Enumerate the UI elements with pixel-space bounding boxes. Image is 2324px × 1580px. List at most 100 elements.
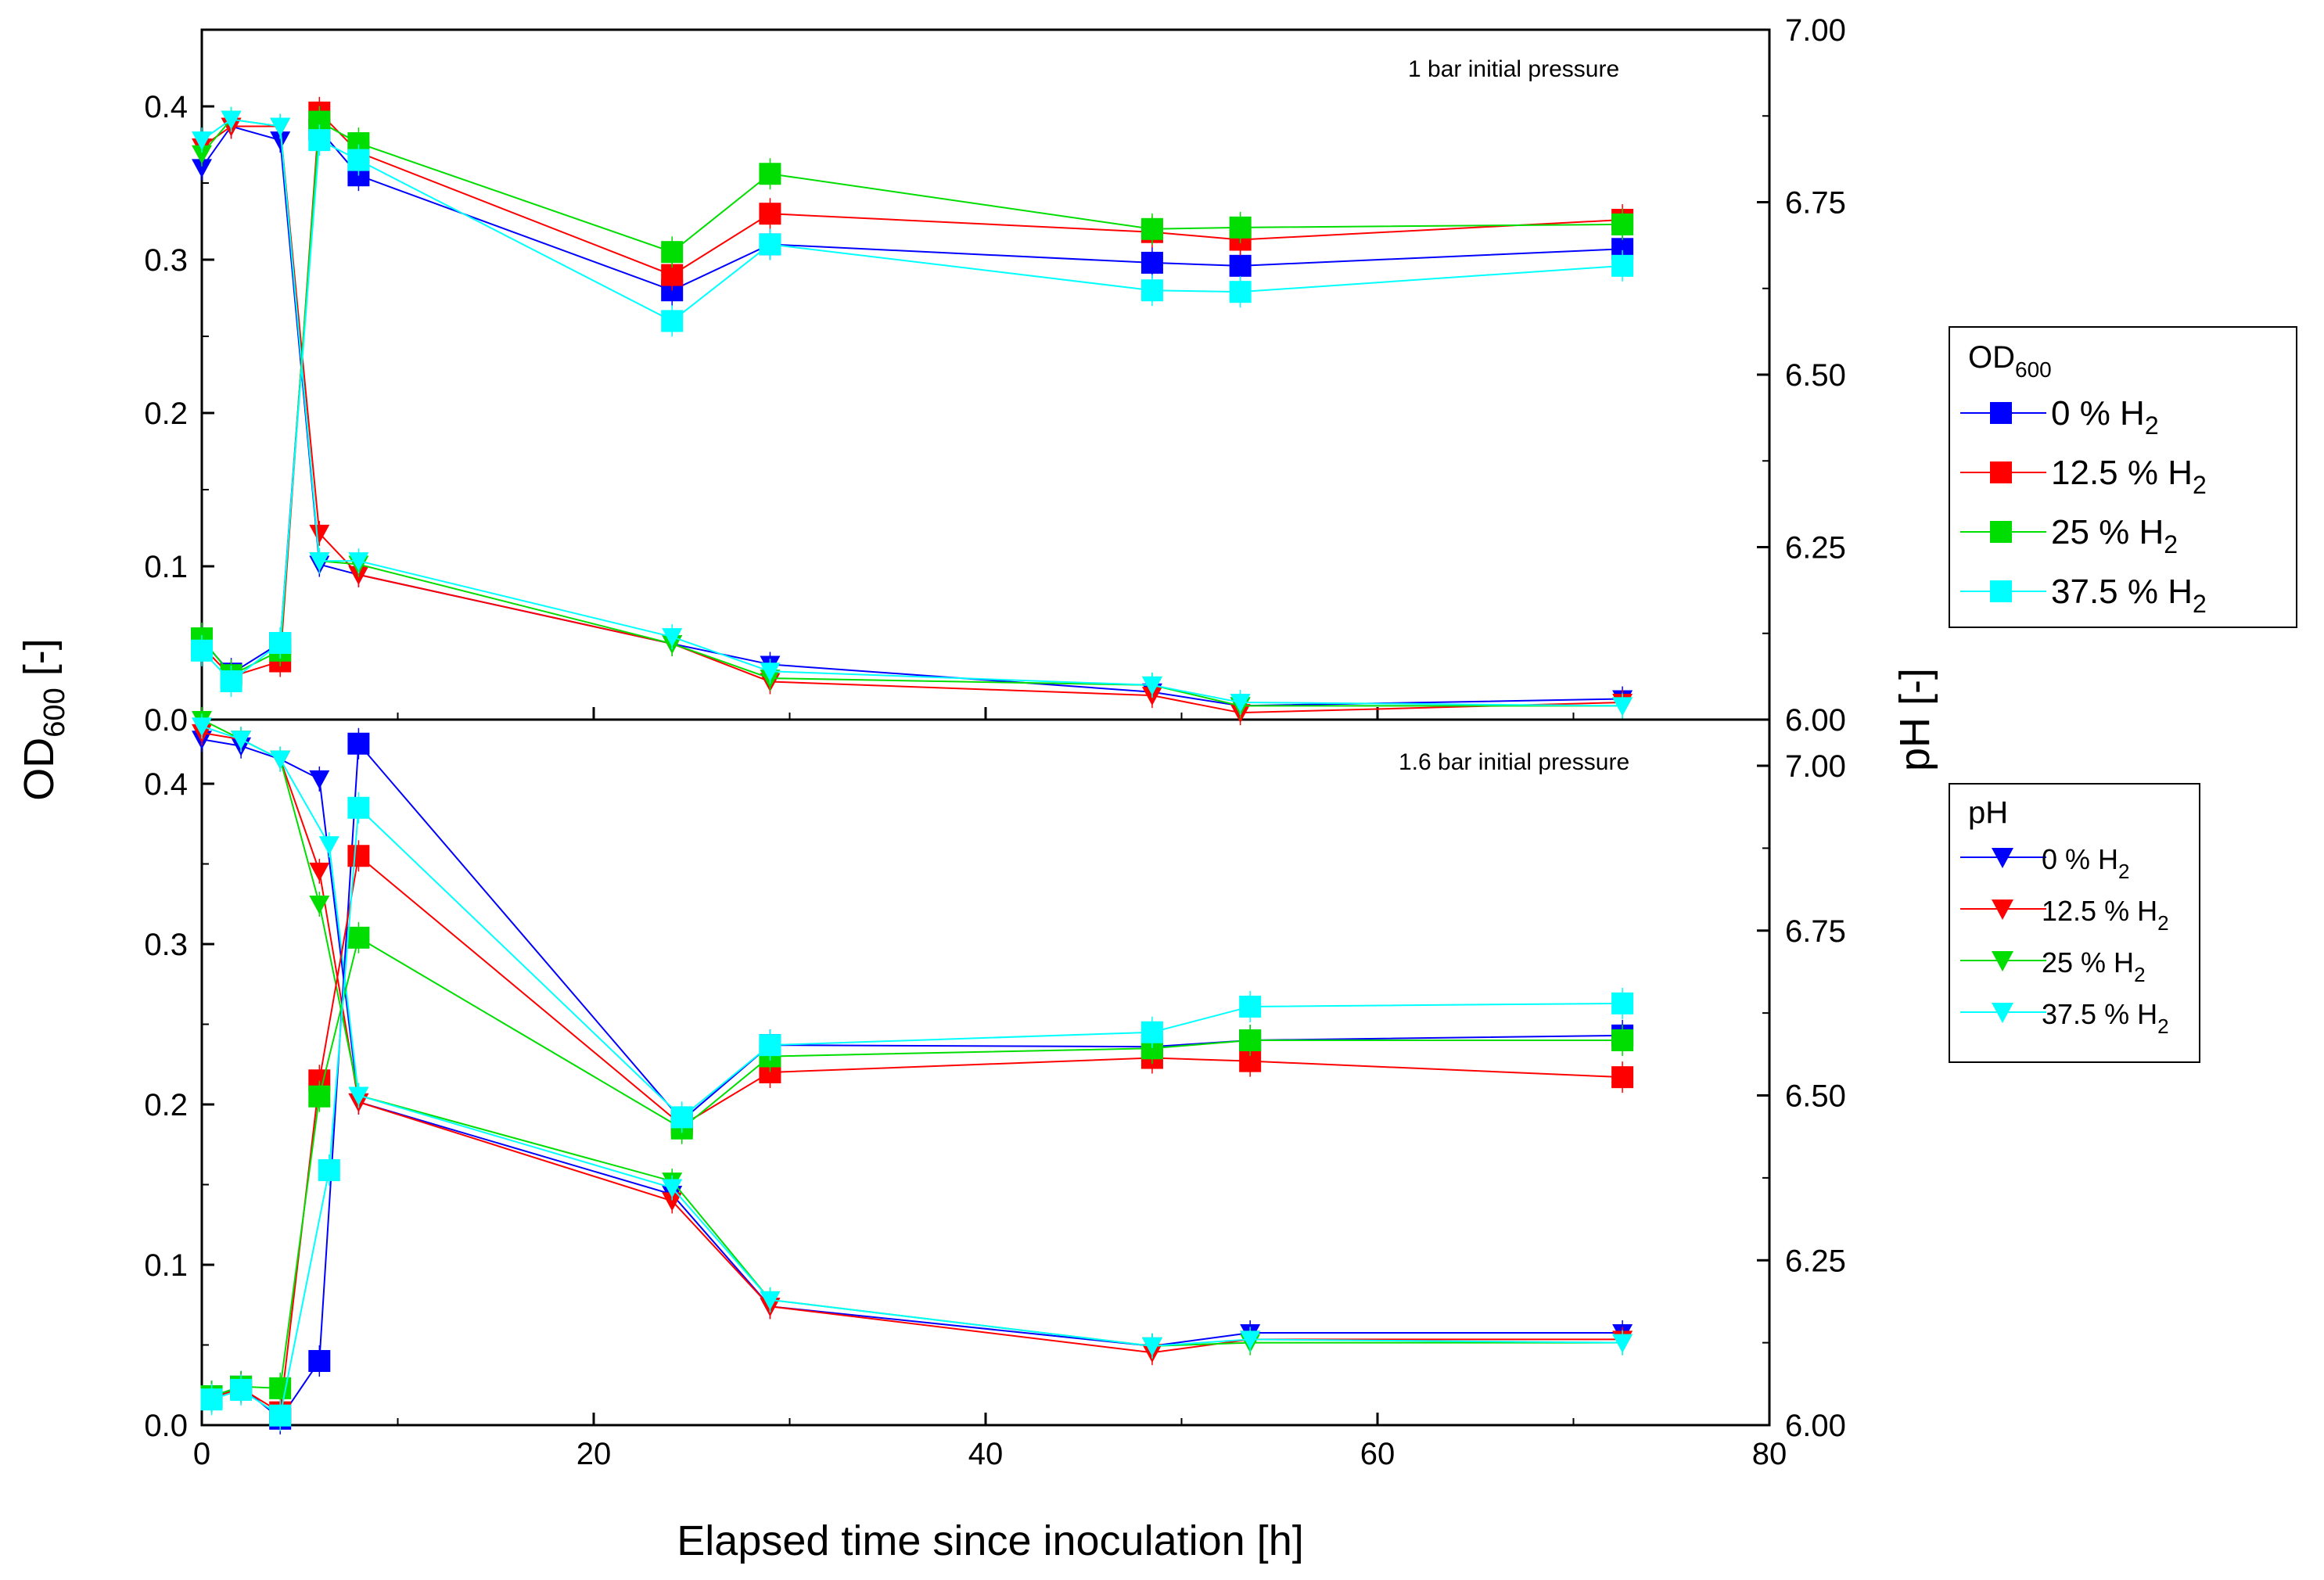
od-data-point xyxy=(308,1350,331,1372)
y-tick-label: 0.4 xyxy=(144,767,188,802)
ph-data-point xyxy=(309,862,330,882)
od-legend-title: OD600 xyxy=(1968,340,2052,382)
od-data-point xyxy=(308,129,331,152)
ph-data-point xyxy=(192,131,212,151)
od-data-point xyxy=(1611,992,1634,1014)
od-data-point xyxy=(347,732,370,755)
legend-triangle-marker xyxy=(1992,951,2013,971)
od-data-point xyxy=(269,1404,292,1427)
od-data-point xyxy=(1229,254,1252,277)
legend-label-sub: 2 xyxy=(2164,530,2178,558)
legend-label-text: 0 % H xyxy=(2051,394,2145,433)
ph-series-line xyxy=(201,118,1623,707)
ph-data-point xyxy=(662,628,683,648)
y2-tick-label: 7.00 xyxy=(1785,749,1846,784)
y2-tick-label: 7.00 xyxy=(1785,13,1846,48)
y2-tick-label: 6.00 xyxy=(1785,1409,1846,1443)
y-tick-label: 0.4 xyxy=(144,90,188,124)
od-legend-title-main: OD xyxy=(1968,340,2015,375)
ph-data-point xyxy=(192,159,212,178)
ph-data-point xyxy=(1141,676,1162,695)
legend-square-marker xyxy=(1990,461,2012,483)
y-tick-label: 0.2 xyxy=(144,397,188,431)
legend-label: 25 % H2 xyxy=(2042,946,2146,986)
ph-data-point xyxy=(662,1192,683,1212)
legend-label-text: 0 % H xyxy=(2042,843,2118,875)
ph-data-point xyxy=(309,524,330,544)
od-data-point xyxy=(220,670,242,692)
ph-data-point xyxy=(192,717,212,737)
ph-data-point xyxy=(270,117,291,137)
od-data-point xyxy=(661,241,684,264)
legend-label: 12.5 % H2 xyxy=(2042,895,2169,935)
legend-square-marker xyxy=(1990,521,2012,543)
legend-triangle-marker xyxy=(1992,1003,2013,1023)
ph-series-line xyxy=(201,118,1623,707)
ph-data-point xyxy=(662,1179,683,1198)
od-data-point xyxy=(1140,251,1163,274)
top-panel-title: 1 bar initial pressure xyxy=(1408,56,1619,82)
od-data-point xyxy=(347,926,370,949)
ph-data-point xyxy=(1240,1330,1261,1350)
od-data-point xyxy=(759,233,781,256)
od-series-line xyxy=(201,127,1623,675)
ph-data-point xyxy=(348,552,369,572)
od-data-point xyxy=(347,845,370,867)
od-data-point xyxy=(1140,279,1163,302)
od-data-point xyxy=(670,1106,693,1129)
od-data-point xyxy=(1140,1021,1163,1043)
legend-label-text: 37.5 % H xyxy=(2051,573,2193,611)
y-axis-title-main: OD xyxy=(16,738,63,801)
ph-data-point xyxy=(760,1291,781,1310)
od-data-point xyxy=(759,203,781,225)
x-axis-title: Elapsed time since inoculation [h] xyxy=(677,1517,1303,1564)
od-data-point xyxy=(191,639,213,662)
y-tick-label: 0.3 xyxy=(144,928,188,962)
ph-data-point xyxy=(1141,1337,1162,1356)
od-data-point xyxy=(1611,254,1634,277)
bottom-panel-title: 1.6 bar initial pressure xyxy=(1399,749,1629,775)
legend-label-sub: 2 xyxy=(2157,1014,2168,1038)
y-tick-label: 0.1 xyxy=(144,550,188,584)
ph-series-line xyxy=(201,125,1623,714)
y2-tick-label: 6.75 xyxy=(1785,914,1846,949)
ph-data-point xyxy=(309,896,330,915)
legend-label-text: 25 % H xyxy=(2042,946,2134,979)
od-data-point xyxy=(308,1085,331,1108)
y-axis-title: OD600 [-] xyxy=(16,638,71,800)
od-series-line xyxy=(211,936,1623,1398)
ph-data-point xyxy=(1230,693,1251,713)
legend-triangle-marker xyxy=(1992,848,2013,868)
legend-label-sub: 2 xyxy=(2134,963,2145,986)
x-tick-label: 40 xyxy=(968,1437,1004,1471)
y2-tick-label: 6.50 xyxy=(1785,1079,1846,1114)
legend-label-sub: 2 xyxy=(2193,471,2207,499)
y-tick-label: 0.0 xyxy=(144,703,188,738)
od-data-point xyxy=(661,264,684,286)
x-tick-label: 0 xyxy=(193,1437,210,1471)
y2-tick-label: 6.00 xyxy=(1785,703,1846,738)
y-tick-label: 0.3 xyxy=(144,243,188,278)
top-panel-frame xyxy=(200,28,1771,721)
y2-tick-label: 6.50 xyxy=(1785,358,1846,393)
od-legend-title-sub: 600 xyxy=(2015,357,2052,382)
y-axis-title-suffix: [-] xyxy=(16,638,63,688)
ph-data-point xyxy=(221,110,242,130)
x-tick-label: 60 xyxy=(1360,1437,1395,1471)
ph-legend-title: pH xyxy=(1968,795,2008,830)
y-axis-title-sub: 600 xyxy=(38,688,71,737)
od-data-point xyxy=(1239,1029,1262,1051)
ph-data-point xyxy=(309,552,330,572)
ph-series-line xyxy=(201,719,1623,1347)
y2-tick-label: 6.75 xyxy=(1785,186,1846,221)
legend-label: 25 % H2 xyxy=(2051,513,2178,558)
ph-data-point xyxy=(1612,697,1633,716)
legend-triangle-marker xyxy=(1992,900,2013,920)
legend-square-marker xyxy=(1990,402,2012,424)
ph-data-point xyxy=(760,663,781,682)
legend-label: 0 % H2 xyxy=(2051,394,2159,440)
